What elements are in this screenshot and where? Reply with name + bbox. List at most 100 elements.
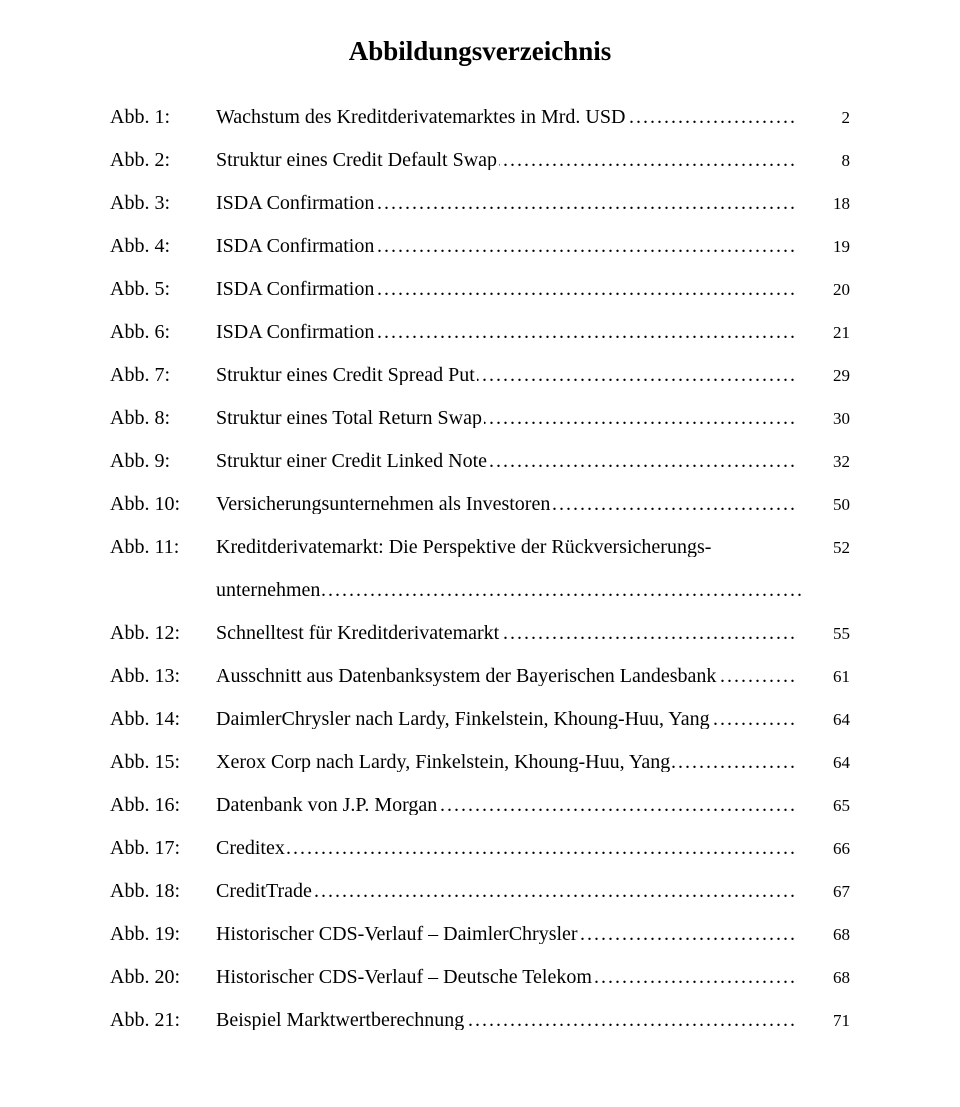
entry-page: 61	[794, 668, 850, 685]
entry-label: Abb. 8:	[110, 408, 216, 428]
entry-text: unternehmen	[216, 580, 802, 600]
entry-text-inner: Ausschnitt aus Datenbanksystem der Bayer…	[216, 666, 718, 686]
entry-text-inner: ISDA Confirmation	[216, 236, 376, 256]
entry-label: Abb. 17:	[110, 838, 216, 858]
entry-text: Ausschnitt aus Datenbanksystem der Bayer…	[216, 666, 794, 686]
toc-entry: Abb. 9:Struktur einer Credit Linked Note…	[110, 451, 850, 471]
entry-text-inner: Wachstum des Kreditderivatemarktes in Mr…	[216, 107, 627, 127]
toc-entry: Abb. 4:ISDA Confirmation 19	[110, 236, 850, 256]
entry-page: 18	[794, 195, 850, 212]
entry-text-inner: Versicherungsunternehmen als Investoren	[216, 494, 552, 514]
entry-text: Struktur eines Credit Spread Put	[216, 365, 794, 385]
entry-text: DaimlerChrysler nach Lardy, Finkelstein,…	[216, 709, 794, 729]
entry-text-inner: CreditTrade	[216, 881, 314, 901]
entry-text: Datenbank von J.P. Morgan	[216, 795, 794, 815]
entry-page: 20	[794, 281, 850, 298]
entry-page: 32	[794, 453, 850, 470]
toc-entry: Abb. 14:DaimlerChrysler nach Lardy, Fink…	[110, 709, 850, 729]
entry-page: 64	[794, 754, 850, 771]
entry-text: CreditTrade	[216, 881, 794, 901]
toc-entry: Abb. 8:Struktur eines Total Return Swap3…	[110, 408, 850, 428]
entry-page: 68	[794, 969, 850, 986]
entry-label: Abb. 2:	[110, 150, 216, 170]
entry-label: Abb. 19:	[110, 924, 216, 944]
entry-page: 66	[794, 840, 850, 857]
toc-entry: Abb. 16:Datenbank von J.P. Morgan 65	[110, 795, 850, 815]
entry-page: 64	[794, 711, 850, 728]
entry-page: 19	[794, 238, 850, 255]
entries-list: Abb. 1:Wachstum des Kreditderivatemarkte…	[110, 107, 850, 1030]
entry-label: Abb. 10:	[110, 494, 216, 514]
toc-entry: Abb. 13:Ausschnitt aus Datenbanksystem d…	[110, 666, 850, 686]
entry-label: Abb. 20:	[110, 967, 216, 987]
entry-label: Abb. 4:	[110, 236, 216, 256]
entry-text-inner: Struktur eines Credit Spread Put	[216, 365, 477, 385]
entry-label: Abb. 12:	[110, 623, 216, 643]
entry-label: Abb. 21:	[110, 1010, 216, 1030]
entry-text: Kreditderivatemarkt: Die Perspektive der…	[216, 537, 794, 557]
entry-text: Schnelltest für Kreditderivatemarkt	[216, 623, 794, 643]
entry-label: Abb. 15:	[110, 752, 216, 772]
entry-label: Abb. 13:	[110, 666, 216, 686]
entry-text-line2: unternehmen	[216, 580, 322, 600]
entry-label: Abb. 7:	[110, 365, 216, 385]
toc-entry: Abb. 15:Xerox Corp nach Lardy, Finkelste…	[110, 752, 850, 772]
entry-text-inner: Schnelltest für Kreditderivatemarkt	[216, 623, 501, 643]
entry-text-inner: Creditex	[216, 838, 287, 858]
entry-text: Versicherungsunternehmen als Investoren	[216, 494, 794, 514]
entry-page: 29	[794, 367, 850, 384]
toc-entry: Abb. 3:ISDA Confirmation18	[110, 193, 850, 213]
entry-page: 21	[794, 324, 850, 341]
entry-text-inner: Xerox Corp nach Lardy, Finkelstein, Khou…	[216, 752, 672, 772]
toc-entry: Abb. 17:Creditex 66	[110, 838, 850, 858]
entry-text: Struktur eines Credit Default Swap	[216, 150, 794, 170]
entry-text-inner: ISDA Confirmation	[216, 279, 376, 299]
entry-page: 2	[794, 109, 850, 126]
entry-label: Abb. 16:	[110, 795, 216, 815]
entry-text: Xerox Corp nach Lardy, Finkelstein, Khou…	[216, 752, 794, 772]
entry-page: 71	[794, 1012, 850, 1029]
entry-text: ISDA Confirmation	[216, 193, 794, 213]
entry-text-inner: ISDA Confirmation	[216, 322, 376, 342]
entry-text: ISDA Confirmation	[216, 279, 794, 299]
toc-entry-continuation: unternehmen	[110, 580, 850, 600]
entry-text-inner: Beispiel Marktwertberechnung	[216, 1010, 466, 1030]
entry-text: ISDA Confirmation	[216, 322, 794, 342]
entry-text-inner: Struktur eines Total Return Swap	[216, 408, 484, 428]
entry-label: Abb. 18:	[110, 881, 216, 901]
entry-label: Abb. 14:	[110, 709, 216, 729]
toc-entry: Abb. 12:Schnelltest für Kreditderivatema…	[110, 623, 850, 643]
entry-page: 68	[794, 926, 850, 943]
entry-text: Wachstum des Kreditderivatemarktes in Mr…	[216, 107, 794, 127]
entry-text-inner: DaimlerChrysler nach Lardy, Finkelstein,…	[216, 709, 712, 729]
entry-label: Abb. 1:	[110, 107, 216, 127]
entry-text-inner: Historischer CDS-Verlauf – Deutsche Tele…	[216, 967, 594, 987]
toc-entry: Abb. 19:Historischer CDS-Verlauf – Daiml…	[110, 924, 850, 944]
toc-entry: Abb. 11:Kreditderivatemarkt: Die Perspek…	[110, 537, 850, 557]
entry-label: Abb. 9:	[110, 451, 216, 471]
entry-text: Struktur eines Total Return Swap	[216, 408, 794, 428]
toc-entry: Abb. 20:Historischer CDS-Verlauf – Deuts…	[110, 967, 850, 987]
entry-text-inner: Struktur einer Credit Linked Note	[216, 451, 489, 471]
entry-page: 52	[794, 539, 850, 556]
entry-page: 67	[794, 883, 850, 900]
toc-entry: Abb. 21:Beispiel Marktwertberechnung 71	[110, 1010, 850, 1030]
entry-text-inner: Historischer CDS-Verlauf – DaimlerChrysl…	[216, 924, 580, 944]
entry-page: 50	[794, 496, 850, 513]
entry-label: Abb. 11:	[110, 537, 216, 557]
entry-text-inner: ISDA Confirmation	[216, 193, 376, 213]
page-container: Abbildungsverzeichnis Abb. 1:Wachstum de…	[0, 0, 960, 1093]
toc-entry: Abb. 6:ISDA Confirmation21	[110, 322, 850, 342]
toc-entry: Abb. 7:Struktur eines Credit Spread Put 2…	[110, 365, 850, 385]
entry-text: Beispiel Marktwertberechnung	[216, 1010, 794, 1030]
toc-entry: Abb. 18:CreditTrade 67	[110, 881, 850, 901]
page-title: Abbildungsverzeichnis	[110, 36, 850, 67]
entry-page: 65	[794, 797, 850, 814]
entry-text: Historischer CDS-Verlauf – DaimlerChrysl…	[216, 924, 794, 944]
entry-text: Creditex	[216, 838, 794, 858]
entry-page: 8	[794, 152, 850, 169]
entry-text: Struktur einer Credit Linked Note	[216, 451, 794, 471]
entry-text-inner: Struktur eines Credit Default Swap	[216, 150, 499, 170]
entry-text-inner: Datenbank von J.P. Morgan	[216, 795, 439, 815]
entry-page: 55	[794, 625, 850, 642]
